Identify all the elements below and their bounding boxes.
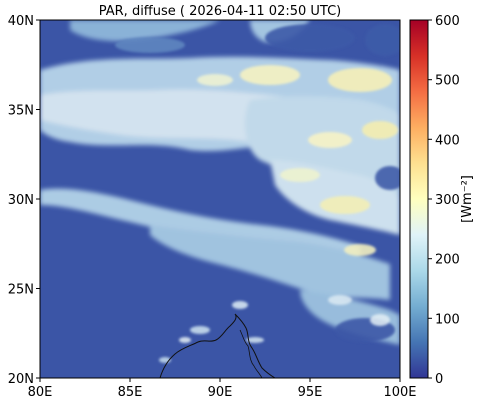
y-axis: 20N 25N 30N 35N 40N <box>8 14 40 387</box>
colorbar-tick-label: 0 <box>435 372 443 387</box>
y-tick-label: 25N <box>8 283 34 298</box>
colorbar-tick-label: 600 <box>435 14 460 29</box>
colorbar-label: [Wm⁻²] <box>460 175 475 223</box>
x-axis: 80E 85E 90E 95E 100E <box>28 378 417 400</box>
colorbar-gradient <box>409 19 429 379</box>
map-area <box>40 20 400 378</box>
cloud-field <box>40 20 400 363</box>
coastline <box>159 313 276 378</box>
colorbar: 0 100 200 300 400 500 600 [Wm⁻²] <box>409 14 475 387</box>
colorbar-tick-label: 300 <box>435 193 460 208</box>
colorbar-tick-label: 400 <box>435 133 460 148</box>
y-tick-label: 40N <box>8 14 34 29</box>
y-tick-label: 20N <box>8 372 34 387</box>
x-tick-label: 85E <box>118 385 143 400</box>
colorbar-tick-label: 500 <box>435 74 460 89</box>
x-tick-label: 80E <box>28 385 53 400</box>
x-tick-label: 100E <box>383 385 416 400</box>
x-tick-label: 95E <box>298 385 323 400</box>
border-line <box>239 329 263 378</box>
colorbar-tick-label: 100 <box>435 312 460 327</box>
colorbar-tick-label: 200 <box>435 253 460 268</box>
x-tick-label: 90E <box>208 385 233 400</box>
plot-title: PAR, diffuse ( 2026-04-11 02:50 UTC) <box>99 4 342 19</box>
y-tick-label: 30N <box>8 193 34 208</box>
y-tick-label: 35N <box>8 104 34 119</box>
